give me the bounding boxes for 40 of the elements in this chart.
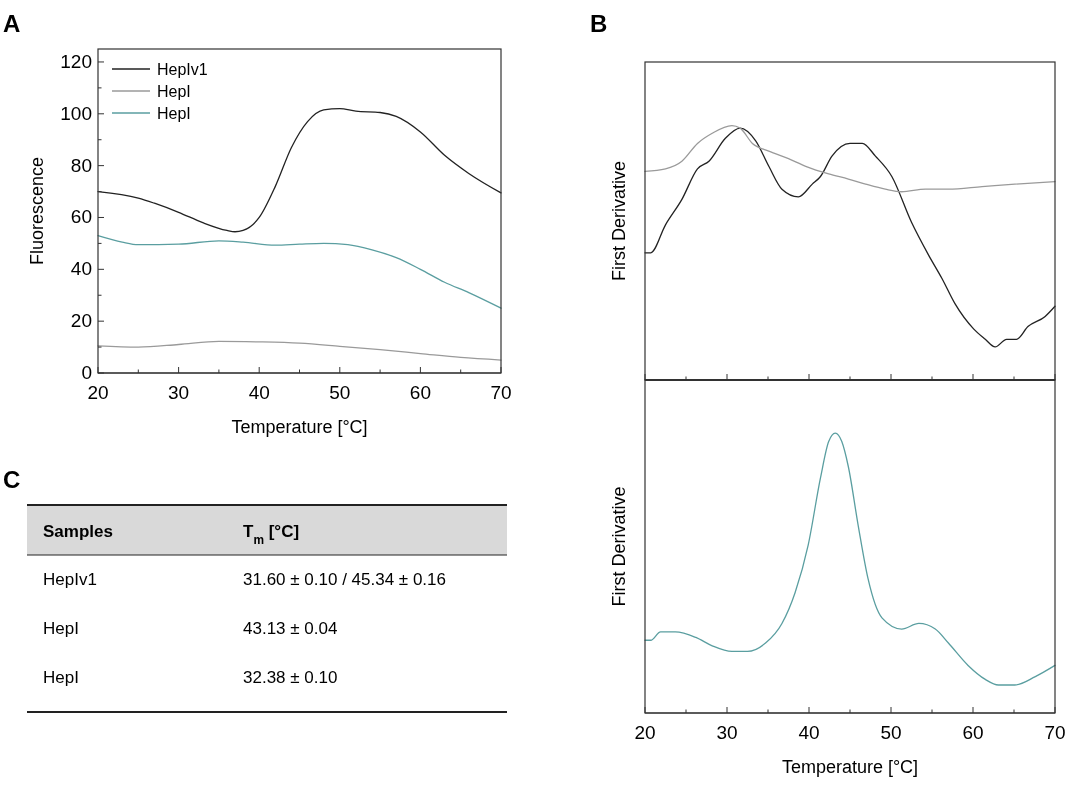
text: HepI xyxy=(43,668,79,687)
x-tick-label: 30 xyxy=(168,382,190,403)
x-tick-label: 30 xyxy=(716,722,738,743)
legend-label: HepI xyxy=(157,83,191,100)
legend-label: HepI xyxy=(157,105,191,122)
text: 43.13 ± 0.04 xyxy=(243,619,338,638)
chart-title: A xyxy=(3,10,21,37)
text: HepI xyxy=(43,619,79,638)
x-tick-label: 70 xyxy=(490,382,512,403)
x-tick-label: 40 xyxy=(248,382,270,403)
x-axis-title: Temperature [°C] xyxy=(781,757,919,777)
line-series xyxy=(97,340,502,361)
x-tick-label: 50 xyxy=(329,382,351,403)
text: HepIv1 xyxy=(43,570,97,589)
line-series xyxy=(97,234,502,309)
x-axis-title: Temperature [°C] xyxy=(231,417,368,437)
x-tick-label: 50 xyxy=(880,722,902,743)
x-tick-label: 20 xyxy=(87,382,109,403)
y-tick-label: 20 xyxy=(70,310,92,332)
y-tick-label: 120 xyxy=(60,50,92,72)
y-axis-title: First Derivative xyxy=(609,486,629,607)
y-tick-label: 100 xyxy=(60,102,92,124)
text: 31.60 ± 0.10 / 45.34 ± 0.16 xyxy=(243,570,446,589)
text: 32.38 ± 0.10 xyxy=(243,668,338,687)
text: T$_{m}$ [°C] xyxy=(243,522,300,547)
x-tick-label: 20 xyxy=(634,722,656,743)
x-tick-label: 40 xyxy=(798,722,820,743)
text: Samples xyxy=(43,522,113,541)
y-axis-title: Fluorescence xyxy=(27,156,47,266)
y-tick-label: 40 xyxy=(70,258,92,280)
x-tick-label: 60 xyxy=(409,382,431,403)
y-tick-label: 80 xyxy=(70,154,92,176)
y-axis-title: First Derivative xyxy=(609,160,629,282)
x-tick-label: 70 xyxy=(1044,722,1066,743)
y-tick-label: 60 xyxy=(70,206,92,228)
x-tick-label: 60 xyxy=(962,722,984,743)
legend-label: HepIv1 xyxy=(157,61,208,78)
text: C xyxy=(3,466,21,493)
y-tick-label: 0 xyxy=(81,362,92,383)
chart-title: B xyxy=(590,10,608,37)
